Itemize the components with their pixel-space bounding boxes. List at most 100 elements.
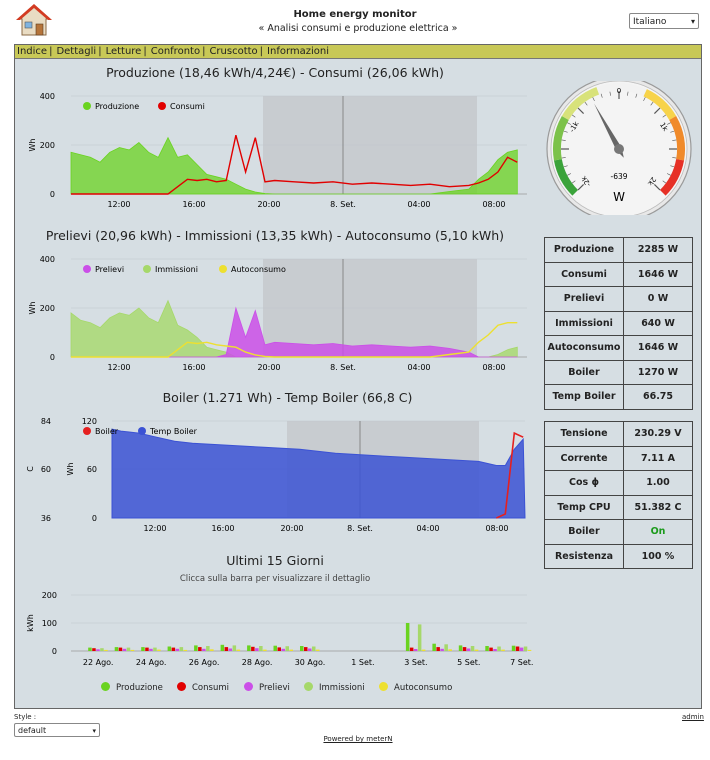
bar-prelievi[interactable]: [308, 648, 312, 652]
bar-prelievi[interactable]: [281, 648, 286, 651]
bar-prelievi[interactable]: [96, 649, 100, 651]
bar-produzione[interactable]: [247, 645, 251, 651]
bar-immissioni[interactable]: [179, 647, 184, 651]
bar-prelievi[interactable]: [413, 649, 418, 651]
bar-autoconsumo[interactable]: [263, 649, 267, 651]
bar-consumi[interactable]: [462, 647, 467, 651]
bar-autoconsumo[interactable]: [421, 649, 426, 651]
legend-label[interactable]: Autoconsumo: [231, 265, 286, 274]
nav-dettagli[interactable]: Dettagli: [56, 46, 97, 57]
bar-produzione[interactable]: [273, 645, 278, 651]
bar-autoconsumo[interactable]: [210, 649, 214, 651]
exchange-chart[interactable]: 400 200 0 Wh 12:00 16:00 20:00 8. Set. 0…: [15, 244, 535, 378]
bar-autoconsumo[interactable]: [316, 649, 320, 651]
bar-immissioni[interactable]: [100, 648, 104, 651]
bar-produzione[interactable]: [485, 646, 489, 651]
boiler-chart[interactable]: 84 60 36 120 60 0 C Wh 12:00 16:00 20:00…: [15, 407, 535, 537]
legend-label[interactable]: Boiler: [95, 427, 119, 436]
bar-consumi[interactable]: [277, 647, 282, 651]
bar-prelievi[interactable]: [122, 648, 127, 651]
legend-label[interactable]: Consumi: [170, 102, 205, 111]
bar-produzione[interactable]: [300, 646, 304, 651]
gauge-tick: [563, 130, 568, 133]
gauge-tick: [561, 157, 566, 159]
bar-immissioni[interactable]: [312, 646, 316, 652]
bar-autoconsumo[interactable]: [501, 649, 505, 651]
nav-confronto[interactable]: Confronto: [150, 46, 201, 57]
bar-consumi[interactable]: [171, 647, 176, 651]
bar-consumi[interactable]: [304, 647, 308, 651]
bar-consumi[interactable]: [118, 647, 123, 651]
bar-consumi[interactable]: [489, 647, 493, 651]
production-chart[interactable]: 400 200 0 Wh 12:00 16:00 20:00 8. Set. 0…: [15, 81, 535, 215]
bar-consumi[interactable]: [198, 647, 202, 651]
bar-prelievi[interactable]: [440, 648, 444, 651]
bar-autoconsumo[interactable]: [104, 649, 108, 651]
bar-prelievi[interactable]: [228, 648, 233, 652]
legend-label[interactable]: Temp Boiler: [149, 427, 198, 436]
legend-immissioni[interactable]: Immissioni: [304, 682, 365, 693]
style-select[interactable]: default ▾: [14, 723, 100, 737]
chevron-down-icon: ▾: [92, 727, 96, 735]
days-chart[interactable]: 200 100 0 kWh 22 Ago. 24 Ago. 26 Ago. 28 Ag…: [15, 589, 535, 669]
bar-consumi[interactable]: [251, 646, 255, 651]
legend-label[interactable]: Prelievi: [95, 265, 124, 274]
language-select[interactable]: Italiano ▾: [629, 13, 699, 29]
bar-immissioni[interactable]: [497, 646, 501, 652]
bar-prelievi[interactable]: [202, 648, 206, 651]
bar-immissioni[interactable]: [206, 646, 210, 651]
bar-prelievi[interactable]: [466, 648, 471, 652]
bar-produzione[interactable]: [405, 623, 410, 651]
bar-immissioni[interactable]: [470, 646, 475, 651]
legend-autoconsumo[interactable]: Autoconsumo: [379, 682, 452, 693]
bar-immissioni[interactable]: [232, 645, 237, 651]
bar-immissioni[interactable]: [126, 647, 131, 651]
legend-produzione[interactable]: Produzione: [101, 682, 163, 693]
bar-autoconsumo[interactable]: [289, 649, 294, 651]
legend-label[interactable]: Immissioni: [155, 265, 198, 274]
bar-immissioni[interactable]: [417, 624, 422, 651]
bar-autoconsumo[interactable]: [130, 649, 135, 651]
bar-autoconsumo[interactable]: [236, 649, 241, 651]
bar-produzione[interactable]: [511, 645, 516, 651]
bar-produzione[interactable]: [167, 646, 172, 652]
nav-letture[interactable]: Letture: [105, 46, 142, 57]
bar-prelievi[interactable]: [175, 648, 180, 651]
bar-consumi[interactable]: [145, 647, 149, 651]
bar-prelievi[interactable]: [519, 647, 524, 651]
bar-consumi[interactable]: [409, 647, 414, 651]
bar-consumi[interactable]: [224, 647, 229, 651]
bar-immissioni[interactable]: [444, 644, 448, 651]
bar-autoconsumo[interactable]: [157, 649, 161, 651]
bar-produzione[interactable]: [458, 645, 463, 651]
legend-consumi[interactable]: Consumi: [177, 682, 229, 693]
bar-produzione[interactable]: [88, 647, 92, 651]
powered-by-link[interactable]: Powered by meterN: [323, 735, 393, 743]
nav-informazioni[interactable]: Informazioni: [267, 46, 330, 57]
bar-consumi[interactable]: [515, 646, 520, 652]
bar-prelievi[interactable]: [255, 648, 259, 651]
bar-immissioni[interactable]: [285, 646, 290, 651]
bar-immissioni[interactable]: [259, 646, 263, 651]
bar-immissioni[interactable]: [153, 647, 157, 651]
bar-consumi[interactable]: [92, 648, 96, 651]
home-icon[interactable]: [16, 3, 52, 37]
legend-prelievi[interactable]: Prelievi: [244, 682, 290, 693]
bar-produzione[interactable]: [432, 643, 436, 651]
bar-produzione[interactable]: [114, 647, 119, 651]
bar-produzione[interactable]: [220, 644, 225, 651]
bar-autoconsumo[interactable]: [183, 649, 188, 651]
bar-consumi[interactable]: [436, 647, 440, 651]
bar-autoconsumo[interactable]: [474, 649, 479, 651]
admin-link[interactable]: admin: [682, 713, 704, 721]
nav-indice[interactable]: Indice: [17, 46, 48, 57]
legend-label[interactable]: Produzione: [95, 102, 139, 111]
bar-autoconsumo[interactable]: [448, 649, 452, 651]
bar-produzione[interactable]: [194, 645, 198, 651]
bar-immissioni[interactable]: [523, 646, 528, 652]
bar-prelievi[interactable]: [493, 649, 497, 651]
bar-produzione[interactable]: [141, 647, 145, 651]
nav-cruscotto[interactable]: Cruscotto: [209, 46, 258, 57]
bar-prelievi[interactable]: [149, 648, 153, 651]
bar-autoconsumo[interactable]: [527, 649, 532, 651]
